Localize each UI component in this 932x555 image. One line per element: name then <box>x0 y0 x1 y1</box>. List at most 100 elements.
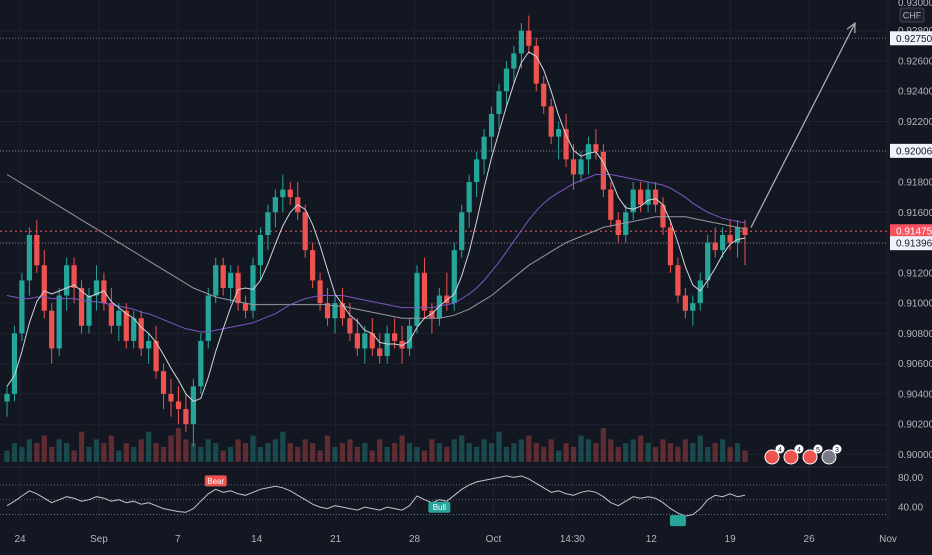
volume-bar <box>160 446 167 462</box>
candle-body <box>496 91 502 114</box>
volume-bar <box>116 450 122 462</box>
volume-bar <box>705 446 711 462</box>
level-tag-label: 0.91475 <box>896 227 932 238</box>
volume-bar <box>392 443 398 462</box>
candle-body <box>34 235 40 266</box>
volume-bar <box>86 446 92 462</box>
currency-badge <box>899 7 925 23</box>
event-icon[interactable]: 5 <box>802 444 823 465</box>
volume-bar <box>138 439 144 462</box>
candle-body <box>377 348 383 357</box>
badge-count: 3 <box>835 447 839 454</box>
volume-bar <box>518 439 524 462</box>
moving-averages <box>6 51 746 403</box>
volume-bar <box>444 446 450 462</box>
event-badges[interactable]: 4 4 5 3 <box>764 444 842 465</box>
candle-body <box>630 189 636 213</box>
volume-bar <box>19 446 25 462</box>
level-tag <box>890 236 932 251</box>
oscillator-pane: Bear Bull <box>0 475 888 527</box>
price-tick-label: 0.92200 <box>898 117 932 128</box>
projection-arrow[interactable] <box>750 21 856 228</box>
volume-bar <box>198 446 204 462</box>
candle-body <box>384 333 390 357</box>
candle-body <box>466 182 472 213</box>
candle-body <box>138 318 144 349</box>
time-tick-label: 14 <box>251 534 263 545</box>
price-tick-label: 0.91800 <box>898 178 932 189</box>
time-tick-label: 19 <box>725 534 737 545</box>
price-tick-label: 0.93000 <box>898 0 932 9</box>
candle-body <box>429 310 435 319</box>
volume-bar <box>615 446 621 462</box>
volume-bar <box>556 450 562 462</box>
candle-body <box>160 371 167 394</box>
candle-body <box>220 265 226 288</box>
level-tag-label: 0.91396 <box>896 239 932 250</box>
volume-bar <box>108 435 114 462</box>
time-tick-label: Oct <box>486 534 502 545</box>
volume-bar <box>295 446 301 462</box>
candle-body <box>436 295 442 319</box>
price-tick-label: 0.92600 <box>898 56 932 67</box>
candle-body <box>242 303 249 311</box>
candle-body <box>190 386 196 425</box>
volume-bar <box>183 439 189 462</box>
price-tick-label: 0.91000 <box>898 299 932 310</box>
calendar-icon[interactable]: 3 <box>821 444 842 465</box>
volume-bar <box>242 443 249 462</box>
candle-body <box>93 280 100 296</box>
candlesticks[interactable] <box>4 15 748 447</box>
candle-body <box>265 212 271 235</box>
event-icon[interactable]: 4 <box>783 444 804 465</box>
volume-bar <box>257 446 264 462</box>
candle-body <box>652 189 659 205</box>
candle-body <box>720 235 726 251</box>
volume-bar <box>414 446 420 462</box>
candle-body <box>280 189 286 198</box>
event-icon[interactable]: 4 <box>764 444 785 465</box>
volume-bar <box>466 443 472 462</box>
volume-bar <box>93 439 100 462</box>
candle-body <box>26 235 32 281</box>
price-tick-label: 0.91200 <box>898 268 932 279</box>
candle-body <box>548 106 554 137</box>
candle-body <box>392 333 398 341</box>
level-tag <box>890 143 932 158</box>
sma-fast-line <box>6 51 746 403</box>
candle-body <box>41 265 47 311</box>
candle-body <box>682 295 688 311</box>
badge-count: 4 <box>797 447 801 454</box>
grid-lines <box>0 0 889 522</box>
candle-body <box>183 409 189 425</box>
price-tick-label: 0.90600 <box>898 359 932 370</box>
candle-body <box>235 272 241 304</box>
candle-body <box>153 340 159 372</box>
time-tick-label: 28 <box>409 534 421 545</box>
candle-body <box>421 272 428 311</box>
time-tick-label: Sep <box>90 534 108 545</box>
candle-body <box>638 189 644 205</box>
volume-bar <box>645 443 651 462</box>
badge-circle <box>821 449 837 465</box>
volume-bar <box>123 443 129 462</box>
candle-body <box>615 219 621 235</box>
volume-bar <box>332 446 338 462</box>
badge-count-bg <box>813 444 823 454</box>
volume-bar <box>41 435 47 462</box>
candle-body <box>406 325 413 349</box>
badge-count: 4 <box>778 447 782 454</box>
volume-bar <box>488 443 495 462</box>
candle-body <box>168 393 174 402</box>
volume-bar <box>369 450 375 462</box>
candle-body <box>578 159 584 175</box>
bull-signal <box>669 515 686 527</box>
volume-bar <box>339 443 346 462</box>
volume-bar <box>667 443 674 462</box>
candle-body <box>332 303 338 319</box>
candle-body <box>116 310 122 326</box>
candle-body <box>503 68 510 92</box>
candle-body <box>593 144 599 152</box>
candle-body <box>272 197 278 213</box>
